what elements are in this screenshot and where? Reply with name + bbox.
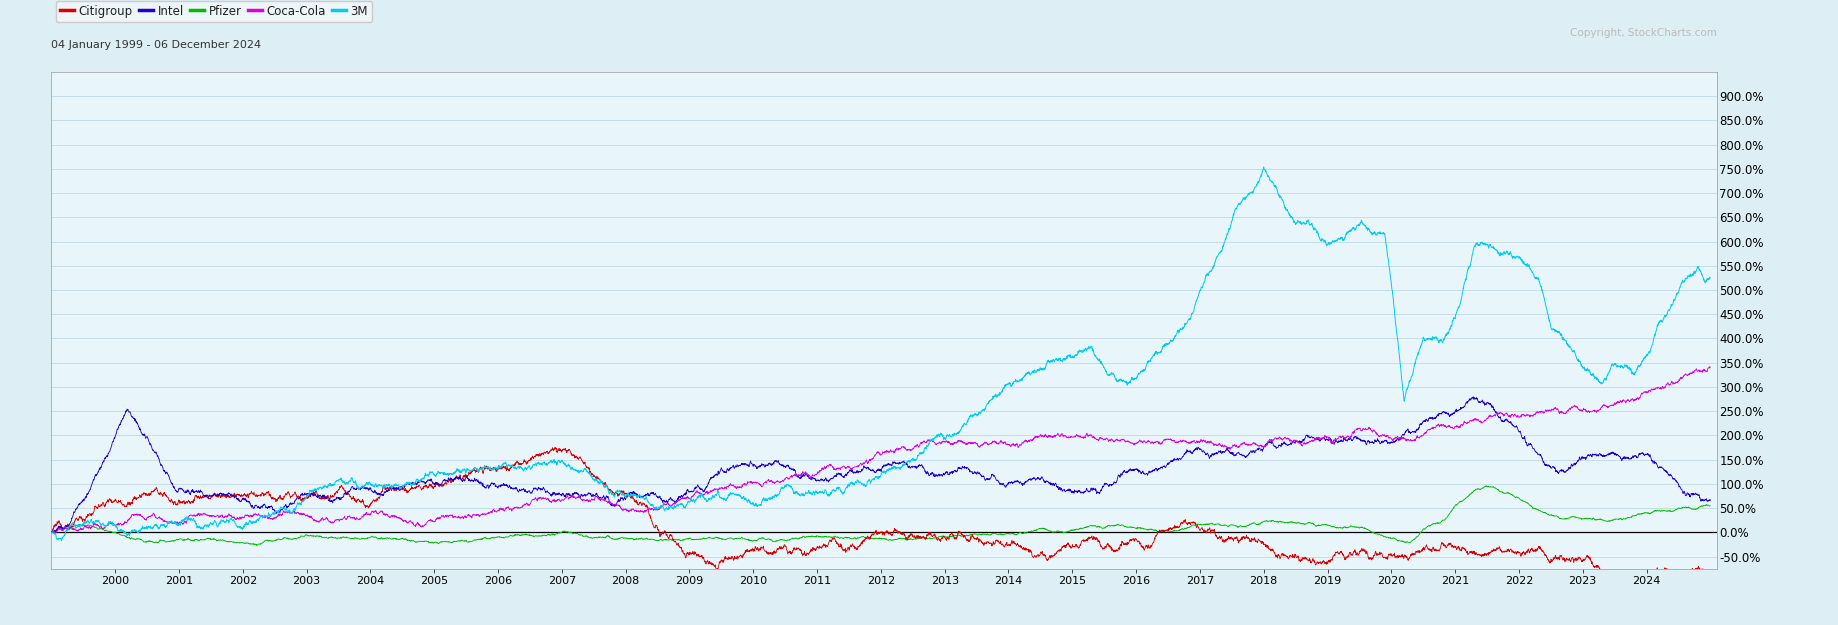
Text: Copyright, StockCharts.com: Copyright, StockCharts.com	[1570, 28, 1717, 38]
Legend: Citigroup, Intel, Pfizer, Coca-Cola, 3M: Citigroup, Intel, Pfizer, Coca-Cola, 3M	[55, 1, 373, 22]
Text: 04 January 1999 - 06 December 2024: 04 January 1999 - 06 December 2024	[51, 39, 261, 49]
